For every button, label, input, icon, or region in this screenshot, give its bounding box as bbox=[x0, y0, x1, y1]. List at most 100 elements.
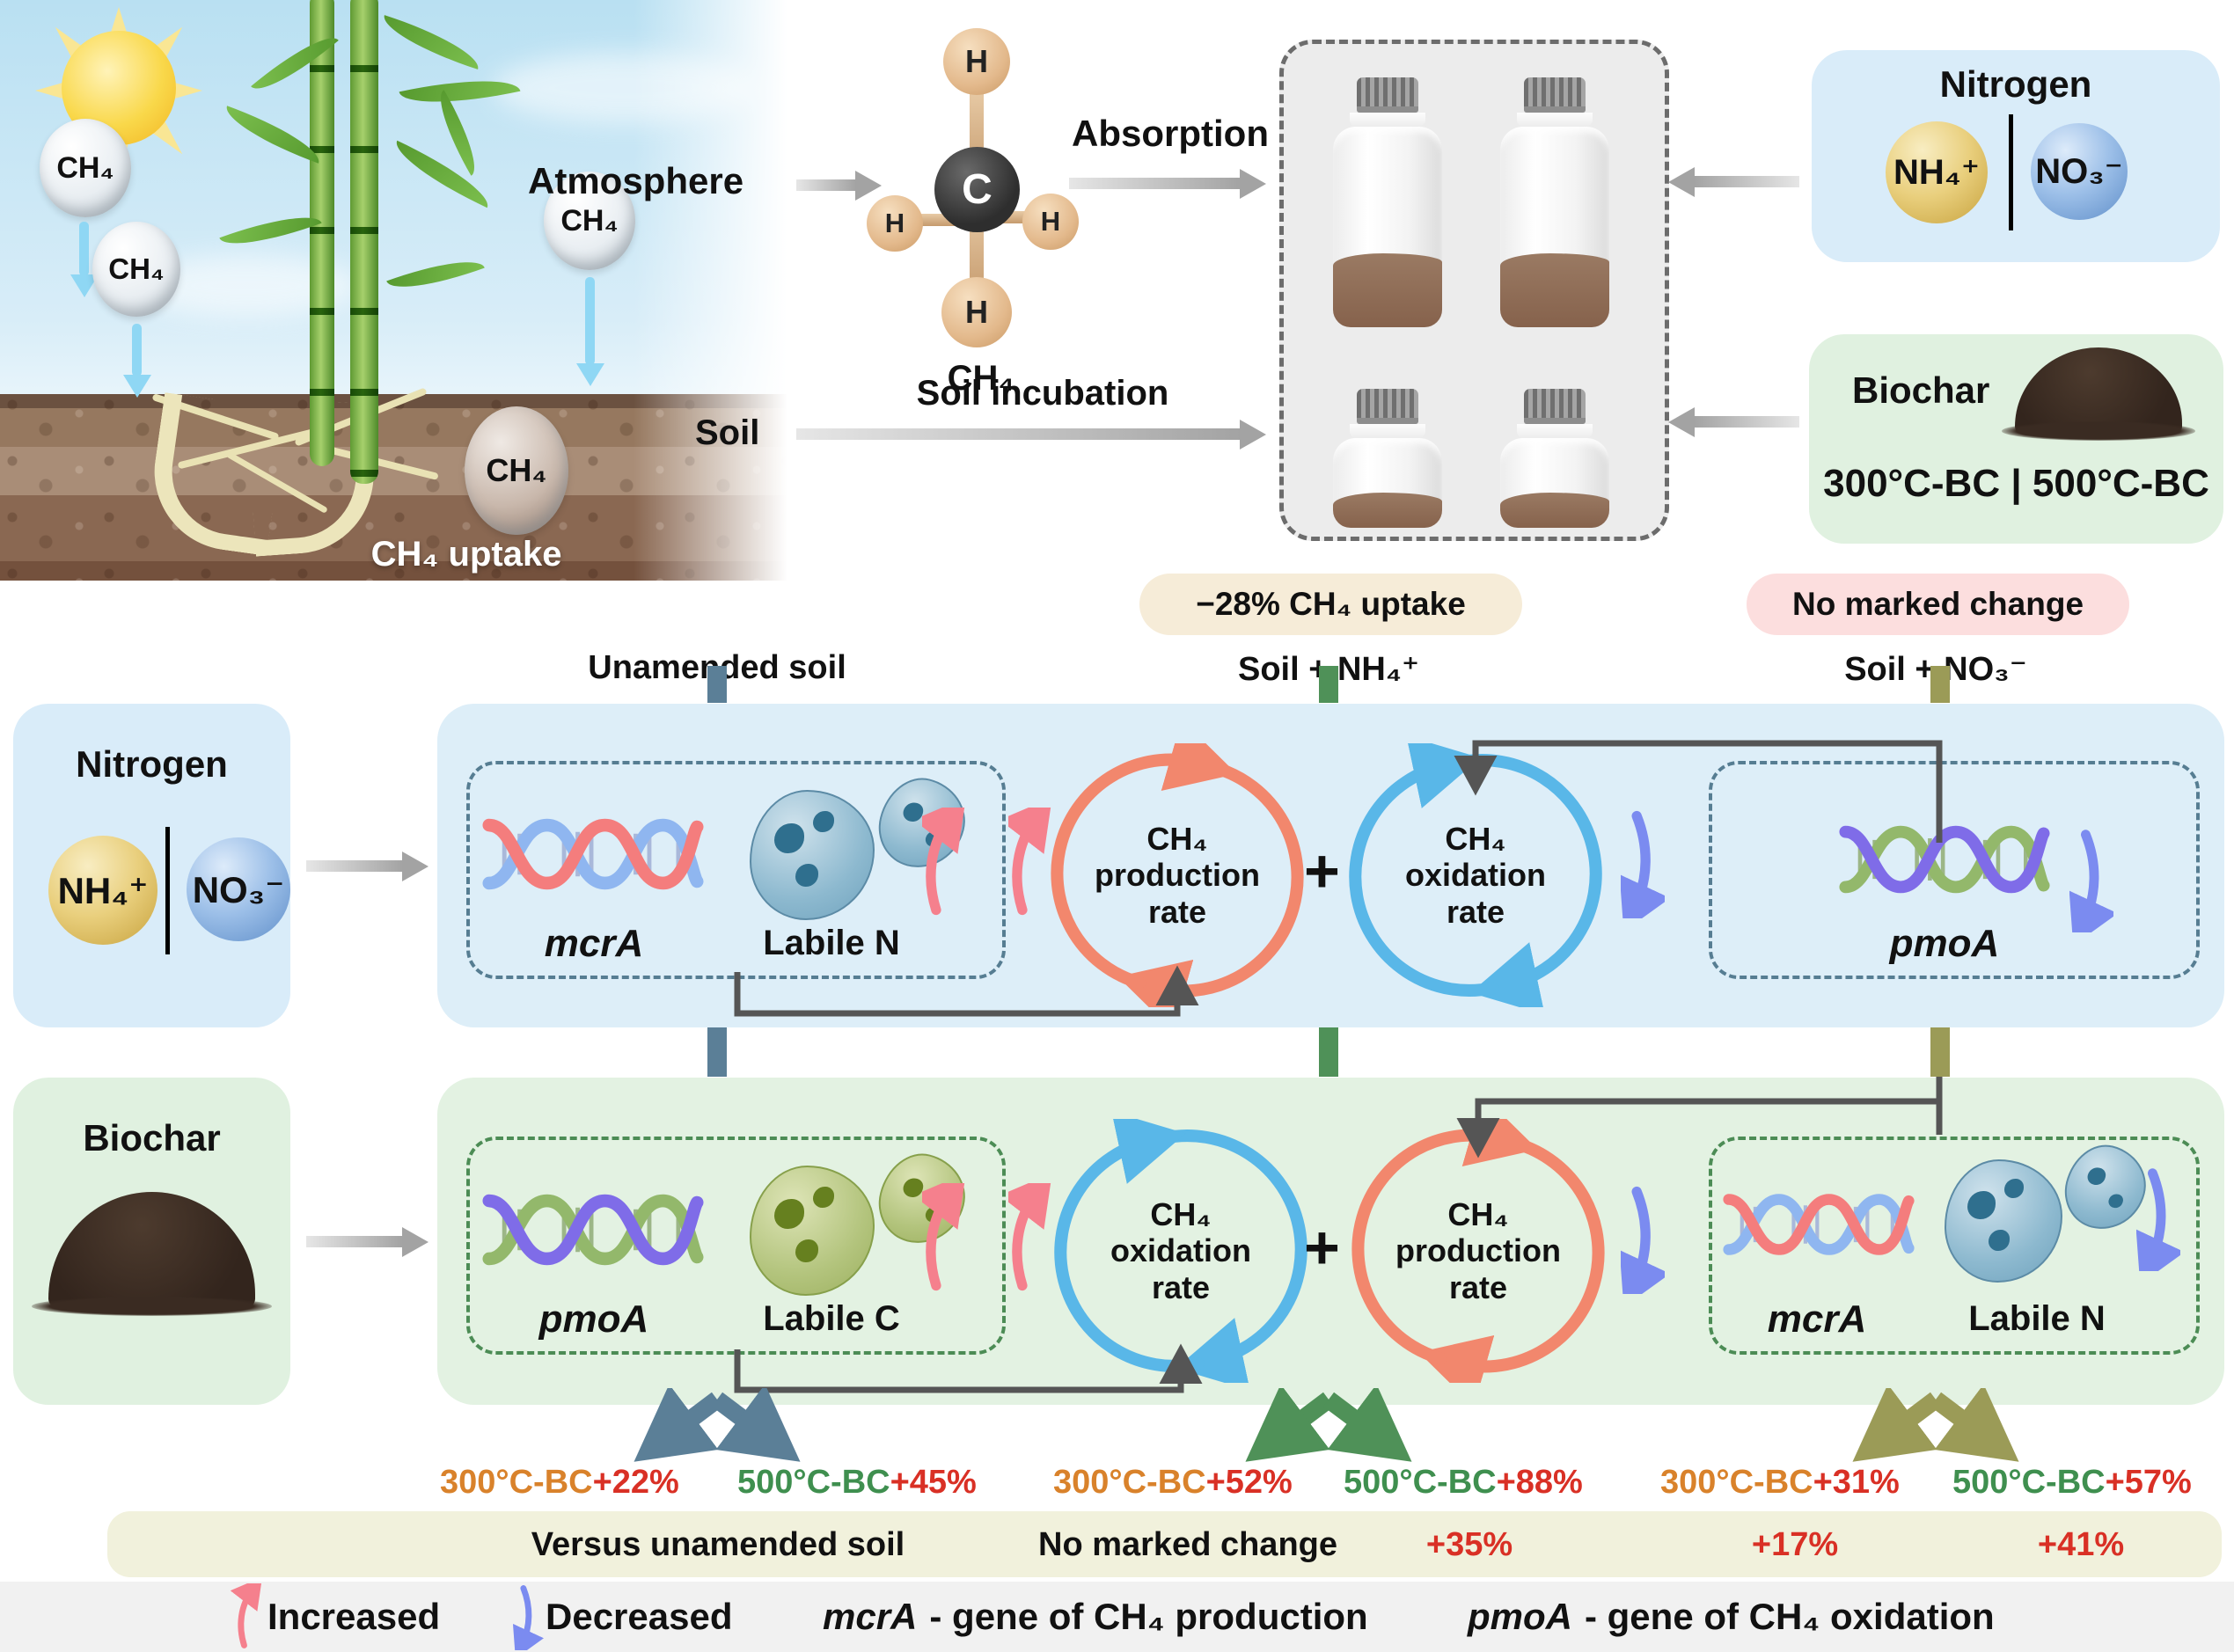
molecule-label: CH₄ bbox=[947, 359, 1015, 398]
labile-n-icon bbox=[1945, 1159, 2062, 1283]
arrow-nitrogen-to-jars bbox=[1694, 176, 1799, 187]
legend-decreased: Decreased bbox=[509, 1582, 732, 1652]
hydrogen-atom: H bbox=[941, 277, 1012, 347]
jar-cap bbox=[1357, 77, 1418, 113]
arrow-nitrogen-to-row bbox=[306, 860, 403, 872]
dna-icon-pmoa bbox=[482, 1194, 704, 1266]
plus-sign: + bbox=[1304, 1213, 1340, 1282]
hydrogen-atom: H bbox=[943, 28, 1010, 95]
legend-pmoa: pmoA - gene of CH₄ oxidation bbox=[1468, 1596, 1995, 1637]
increase-arrow-icon bbox=[231, 1583, 263, 1648]
hydrogen-atom: H bbox=[867, 195, 923, 252]
decrease-arrow-icon bbox=[2069, 830, 2113, 932]
gene-label-pmoa: pmoA bbox=[1889, 922, 2000, 965]
incubation-jar bbox=[1500, 77, 1609, 327]
ch4-bubble: CH₄ bbox=[92, 222, 180, 317]
tick-unamended bbox=[707, 666, 727, 703]
increase-arrow-icon bbox=[1008, 1183, 1052, 1291]
labile-c-label: Labile C bbox=[763, 1299, 900, 1338]
arrow-soil-to-jars bbox=[796, 428, 1241, 440]
ch4-production-cycle: CH₄ production rate bbox=[1045, 743, 1309, 1007]
ch4-bubble: CH₄ bbox=[544, 172, 635, 270]
ch4-oxidation-cycle: CH₄ oxidation rate bbox=[1049, 1119, 1313, 1383]
summary-plus17: +17% bbox=[1751, 1526, 1839, 1563]
ch4-bubble-label: CH₄ bbox=[56, 150, 114, 185]
nitrogen-source-title: Nitrogen bbox=[1939, 63, 2092, 105]
split-arrow-nh4 bbox=[1245, 1388, 1412, 1462]
field-scene: CH₄ CH₄ CH₄ CH₄ CH₄ uptake bbox=[0, 0, 801, 581]
gene-label-mcra: mcrA bbox=[1767, 1297, 1867, 1341]
bamboo-stalk bbox=[350, 0, 378, 484]
arrow-atmosphere-to-molecule bbox=[796, 179, 856, 191]
nitrogen-input-title: Nitrogen bbox=[76, 743, 228, 785]
nitrogen-source-box bbox=[1812, 50, 2220, 262]
nh4-ion: NH₄⁺ bbox=[1886, 121, 1988, 223]
tick-no3 bbox=[1930, 666, 1950, 703]
summary-versus: Versus unamended soil bbox=[531, 1526, 905, 1563]
dna-icon-pmoa bbox=[1839, 825, 2050, 894]
labile-n-label: Labile N bbox=[1968, 1299, 2106, 1338]
carbon-atom: C bbox=[934, 147, 1020, 232]
legend-mcra: mcrA - gene of CH₄ production bbox=[823, 1596, 1368, 1637]
result-300-col3: 300°C-BC+31% bbox=[1660, 1464, 1900, 1501]
result-300-col1: 300°C-BC+22% bbox=[440, 1464, 679, 1501]
result-300-col2: 300°C-BC+52% bbox=[1053, 1464, 1293, 1501]
decrease-arrow-icon bbox=[512, 1585, 545, 1650]
no3-ion: NO₃⁻ bbox=[187, 837, 290, 941]
arrow-absorption-to-jars bbox=[1069, 178, 1241, 189]
absorption-label: Absorption bbox=[1072, 113, 1269, 154]
no3-effect-badge: No marked change bbox=[1747, 574, 2129, 635]
biochar-temps-label: 300°C-BC | 500°C-BC bbox=[1823, 462, 2209, 505]
incubation-jar bbox=[1500, 389, 1609, 528]
split-arrow-no3 bbox=[1852, 1388, 2019, 1462]
down-arrow-icon bbox=[132, 324, 142, 376]
divider bbox=[165, 827, 170, 954]
result-500-col3: 500°C-BC+57% bbox=[1952, 1464, 2192, 1501]
arrow-biochar-to-row bbox=[306, 1236, 403, 1247]
nh4-ion: NH₄⁺ bbox=[48, 836, 157, 945]
bamboo-stalk bbox=[310, 0, 334, 466]
biochar-source-title: Biochar bbox=[1852, 369, 1990, 411]
decrease-arrow-icon bbox=[1621, 1186, 1665, 1294]
result-500-col2: 500°C-BC+88% bbox=[1344, 1464, 1583, 1501]
incubation-jar bbox=[1333, 77, 1442, 327]
decrease-arrow-icon bbox=[1621, 810, 1665, 918]
split-arrow-unamended bbox=[634, 1388, 801, 1462]
atmosphere-label: Atmosphere bbox=[528, 160, 744, 201]
soil-incubation-label: Soil incubation bbox=[916, 374, 1169, 413]
plus-sign: + bbox=[1304, 837, 1340, 905]
summary-no-change: No marked change bbox=[1038, 1526, 1337, 1563]
no3-ion: NO₃⁻ bbox=[2031, 123, 2128, 220]
ch4-bubble-soil: CH₄ bbox=[465, 406, 568, 535]
decrease-arrow-icon bbox=[2136, 1168, 2180, 1271]
down-arrow-icon bbox=[585, 277, 595, 365]
arrow-biochar-to-jars bbox=[1694, 416, 1799, 428]
tick-unamended-mid bbox=[707, 1027, 727, 1077]
ch4-production-cycle: CH₄ production rate bbox=[1346, 1119, 1610, 1383]
biochar-source-box bbox=[1809, 334, 2223, 544]
legend-bar: Increased Decreased mcrA - gene of CH₄ p… bbox=[0, 1582, 2234, 1652]
summary-plus35: +35% bbox=[1425, 1526, 1513, 1563]
increase-arrow-icon bbox=[922, 1183, 966, 1291]
jar-soil bbox=[1500, 253, 1609, 327]
jar-cap bbox=[1524, 77, 1586, 113]
down-arrow-icon bbox=[79, 222, 89, 276]
labile-c-icon bbox=[750, 1166, 875, 1296]
gene-label-mcra: mcrA bbox=[544, 922, 644, 965]
result-500-col1: 500°C-BC+45% bbox=[737, 1464, 977, 1501]
dna-icon-mcra bbox=[482, 818, 704, 890]
soil-label: Soil bbox=[695, 413, 760, 452]
increase-arrow-icon bbox=[1008, 808, 1052, 916]
biochar-mcra-labilen-box bbox=[1709, 1137, 2200, 1355]
dna-icon-mcra bbox=[1723, 1194, 1915, 1255]
labile-n-label: Labile N bbox=[763, 924, 900, 962]
tick-nh4 bbox=[1319, 666, 1338, 703]
jar-soil bbox=[1333, 493, 1442, 528]
jar-cap bbox=[1524, 389, 1586, 424]
jar-soil bbox=[1500, 493, 1609, 528]
labile-n-icon bbox=[750, 790, 875, 920]
hydrogen-atom: H bbox=[1022, 194, 1079, 250]
ch4-uptake-label: CH₄ uptake bbox=[370, 535, 562, 574]
divider bbox=[2009, 114, 2013, 230]
